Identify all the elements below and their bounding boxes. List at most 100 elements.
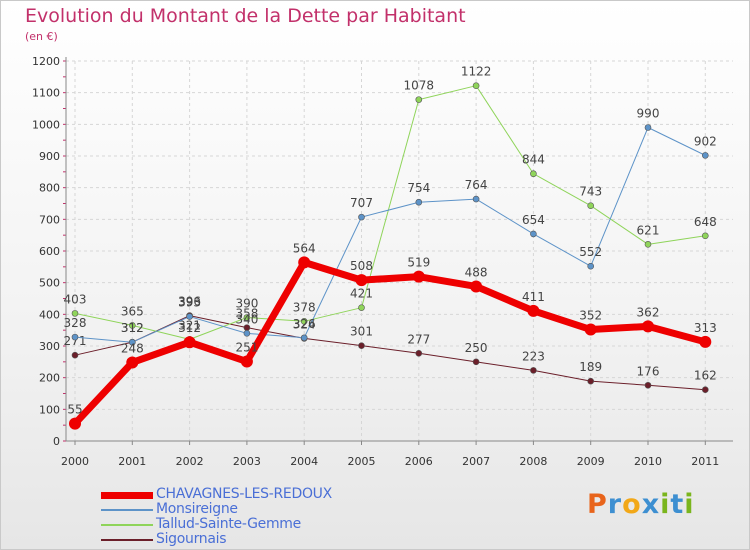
legend-label: Monsireigne [156, 501, 238, 517]
logo-letter: t [670, 489, 685, 520]
legend-label: CHAVAGNES-LES-REDOUX [156, 486, 332, 502]
data-label-monsireigne: 328 [64, 316, 87, 330]
y-tick-label: 900 [39, 150, 60, 163]
data-label-monsireigne: 990 [637, 107, 660, 121]
data-label-monsireigne: 902 [694, 134, 717, 148]
data-label-monsireigne: 754 [407, 181, 430, 195]
data-point-chavagnes-les-redoux [69, 417, 81, 430]
series-line-chavagnes-les-redoux [71, 258, 709, 428]
data-label-tallud-sainte-gemme: 321 [178, 318, 201, 332]
data-label-chavagnes-les-redoux: 362 [637, 305, 660, 319]
data-label-monsireigne: 552 [579, 245, 602, 259]
data-point-sigournais [415, 349, 423, 357]
data-label-monsireigne: 340 [235, 312, 258, 326]
x-tick-label: 2008 [519, 455, 547, 468]
data-label-chavagnes-les-redoux: 251 [235, 341, 258, 355]
data-point-monsireigne [472, 195, 480, 203]
data-point-tallud-sainte-gemme [701, 232, 709, 240]
data-point-sigournais [358, 342, 365, 349]
data-point-monsireigne [243, 330, 251, 337]
y-tick-label: 0 [53, 435, 60, 448]
data-point-chavagnes-les-redoux [183, 336, 196, 349]
x-tick-label: 2010 [634, 455, 662, 468]
y-tick-label: 300 [39, 340, 60, 353]
x-tick-label: 2011 [691, 455, 719, 468]
data-point-chavagnes-les-redoux [240, 355, 253, 368]
data-label-chavagnes-les-redoux: 352 [579, 309, 602, 323]
legend-swatch [101, 539, 153, 541]
data-point-monsireigne [186, 313, 193, 320]
data-label-sigournais: 358 [235, 307, 258, 321]
data-label-tallud-sainte-gemme: 421 [350, 287, 373, 301]
chart-title: Evolution du Montant de la Dette par Hab… [25, 5, 466, 27]
data-point-chavagnes-les-redoux [699, 335, 712, 348]
y-tick-label: 1000 [32, 118, 60, 131]
data-point-sigournais [701, 386, 709, 394]
data-point-tallud-sainte-gemme [472, 82, 480, 89]
data-label-chavagnes-les-redoux: 312 [178, 321, 201, 335]
data-point-monsireigne [129, 338, 136, 346]
data-point-monsireigne [415, 198, 423, 206]
data-point-tallud-sainte-gemme [300, 317, 308, 325]
data-point-monsireigne [71, 333, 79, 341]
data-point-sigournais [587, 377, 595, 385]
y-tick-label: 600 [39, 245, 60, 258]
data-label-chavagnes-les-redoux: 488 [465, 265, 488, 279]
data-point-tallud-sainte-gemme [644, 241, 652, 248]
logo-letter: i [684, 489, 695, 520]
data-label-monsireigne: 707 [350, 196, 373, 210]
x-tick-label: 2001 [118, 455, 146, 468]
data-label-tallud-sainte-gemme: 365 [121, 304, 144, 318]
x-tick-label: 2000 [61, 455, 89, 468]
x-tick-label: 2006 [405, 455, 433, 468]
series-line-monsireigne [74, 127, 706, 343]
data-label-tallud-sainte-gemme: 403 [64, 292, 87, 306]
data-point-monsireigne [358, 213, 365, 221]
data-label-sigournais: 396 [178, 295, 201, 309]
y-tick-label: 800 [39, 182, 60, 195]
data-label-tallud-sainte-gemme: 390 [235, 297, 258, 311]
data-point-tallud-sainte-gemme [243, 314, 251, 321]
y-tick-label: 1200 [32, 55, 60, 68]
data-label-sigournais: 223 [522, 349, 545, 363]
x-tick-label: 2009 [577, 455, 605, 468]
series-line-sigournais [74, 315, 706, 391]
data-label-sigournais: 176 [637, 364, 660, 378]
legend-swatch [101, 509, 153, 511]
data-point-tallud-sainte-gemme [415, 96, 423, 103]
x-tick-label: 2003 [233, 455, 261, 468]
data-label-tallud-sainte-gemme: 648 [694, 215, 717, 229]
data-point-chavagnes-les-redoux [584, 323, 597, 336]
data-point-chavagnes-les-redoux [298, 256, 311, 269]
data-point-monsireigne [300, 334, 308, 342]
legend-swatch [101, 491, 153, 499]
data-point-sigournais [644, 381, 652, 389]
data-label-tallud-sainte-gemme: 1078 [404, 79, 435, 93]
data-label-tallud-sainte-gemme: 743 [579, 185, 602, 199]
data-label-chavagnes-les-redoux: 411 [522, 290, 545, 304]
x-tick-label: 2007 [462, 455, 490, 468]
data-point-tallud-sainte-gemme [587, 202, 595, 210]
data-label-sigournais: 162 [694, 369, 717, 383]
data-point-chavagnes-les-redoux [470, 280, 483, 293]
x-tick-label: 2002 [176, 455, 204, 468]
data-label-chavagnes-les-redoux: 313 [694, 321, 717, 335]
legend-label: Tallud-Sainte-Gemme [156, 516, 301, 532]
logo-letter: r [607, 489, 623, 520]
data-label-chavagnes-les-redoux: 519 [407, 256, 430, 270]
data-label-monsireigne: 393 [178, 296, 201, 310]
data-label-chavagnes-les-redoux: 248 [121, 341, 144, 355]
data-point-tallud-sainte-gemme [530, 170, 537, 178]
logo-letter: P [587, 489, 608, 520]
x-tick-label: 2004 [290, 455, 318, 468]
data-label-tallud-sainte-gemme: 1122 [461, 65, 492, 79]
logo-letter: i [660, 489, 671, 520]
y-tick-label: 200 [39, 372, 60, 385]
data-point-chavagnes-les-redoux [527, 304, 540, 317]
data-label-tallud-sainte-gemme: 621 [637, 223, 660, 237]
data-label-monsireigne: 312 [121, 321, 144, 335]
data-point-chavagnes-les-redoux [126, 356, 139, 369]
data-point-chavagnes-les-redoux [412, 270, 425, 283]
